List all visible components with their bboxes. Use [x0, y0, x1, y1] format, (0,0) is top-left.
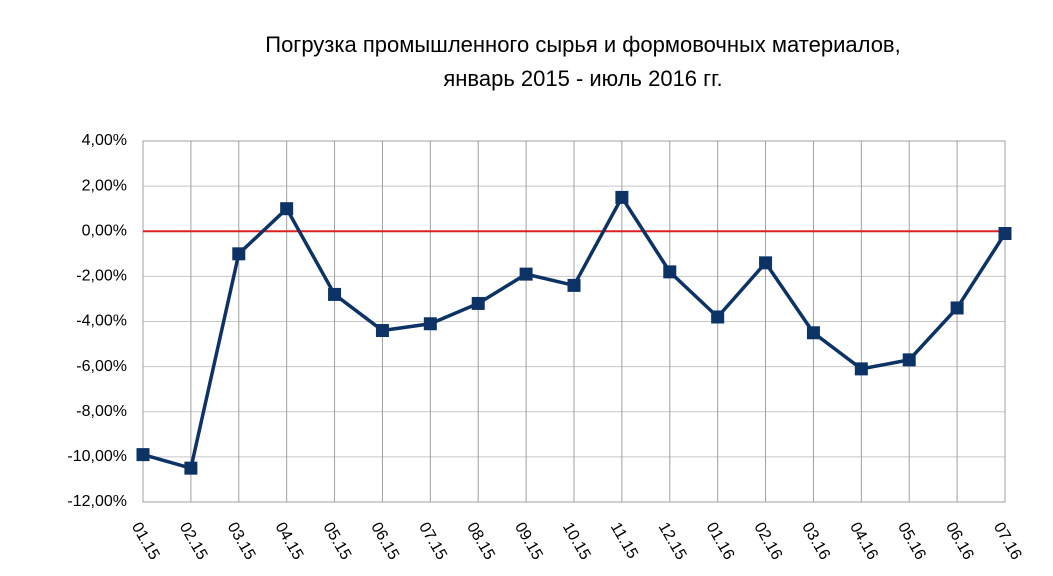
x-tick-label: 12.15	[655, 520, 690, 563]
point-marker	[663, 265, 677, 279]
chart-title: январь 2015 - июль 2016 гг.	[443, 66, 722, 91]
point-marker	[471, 296, 485, 310]
y-tick-label: 4,00%	[82, 132, 127, 149]
y-tick-label: -2,00%	[76, 268, 127, 285]
point-marker	[950, 301, 964, 315]
point-marker	[519, 267, 533, 281]
point-marker	[998, 227, 1012, 241]
x-tick-label: 07.15	[415, 520, 450, 563]
y-tick-label: 2,00%	[82, 177, 127, 194]
x-tick-label: 05.15	[319, 520, 354, 563]
point-marker	[232, 247, 246, 261]
x-tick-label: 01.16	[703, 520, 738, 563]
point-marker	[759, 256, 773, 270]
plot-border	[142, 140, 1006, 503]
point-marker	[136, 448, 150, 462]
x-tick-label: 06.16	[942, 520, 977, 563]
point-marker	[567, 278, 581, 292]
x-tick-label: 11.15	[607, 520, 641, 562]
x-tick-label: 04.15	[272, 520, 307, 563]
x-tick-label: 05.16	[894, 520, 929, 563]
x-tick-label: 02.15	[176, 520, 211, 563]
y-tick-label: 0,00%	[82, 222, 127, 239]
point-marker	[711, 310, 725, 324]
y-tick-label: -10,00%	[67, 448, 127, 465]
x-tick-label: 03.15	[224, 520, 259, 563]
y-tick-label: -12,00%	[67, 493, 127, 510]
y-tick-label: -8,00%	[76, 403, 127, 420]
point-marker	[902, 353, 916, 367]
point-marker	[854, 362, 868, 376]
point-marker	[328, 287, 342, 301]
y-tick-label: -6,00%	[76, 358, 127, 375]
x-tick-label: 02.16	[750, 520, 785, 563]
point-marker	[806, 326, 820, 340]
x-tick-label: 08.15	[463, 520, 498, 563]
x-tick-label: 10.15	[559, 520, 594, 563]
x-tick-label: 09.15	[511, 520, 546, 563]
x-tick-label: 03.16	[798, 520, 833, 563]
chart-title: Погрузка промышленного сырья и формовочн…	[265, 32, 901, 57]
x-tick-label: 06.15	[367, 520, 402, 563]
point-marker	[184, 461, 198, 475]
point-marker	[375, 324, 389, 338]
x-tick-label: 04.16	[846, 520, 881, 563]
point-marker	[423, 317, 437, 331]
x-tick-label: 07.16	[990, 520, 1025, 563]
y-tick-label: -4,00%	[76, 313, 127, 330]
point-marker	[280, 202, 294, 216]
x-tick-label: 01.15	[128, 520, 163, 563]
point-marker	[615, 190, 629, 204]
